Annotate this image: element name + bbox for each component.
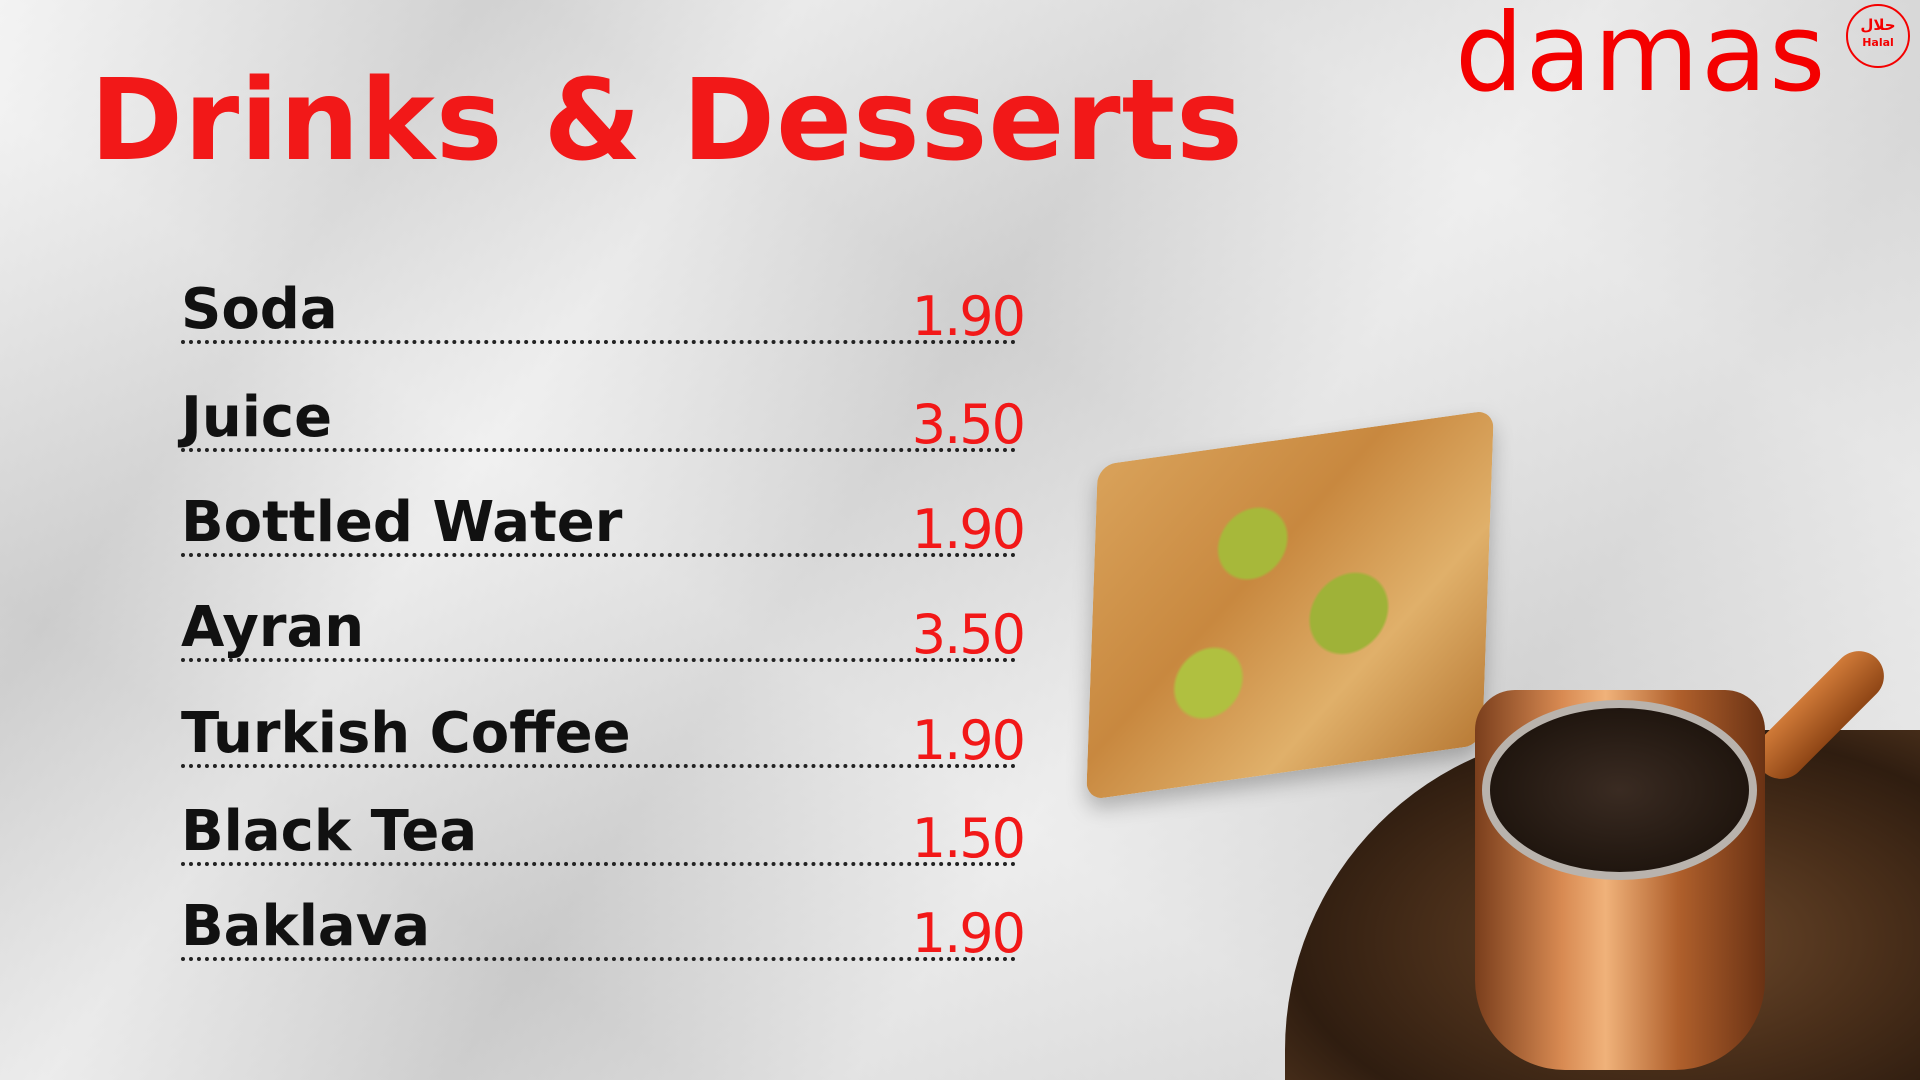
menu-item-name: Ayran bbox=[181, 595, 365, 660]
menu-item-price: 3.50 bbox=[911, 603, 1026, 666]
menu-item-name: Baklava bbox=[181, 894, 430, 959]
menu-item: Juice 3.50 bbox=[181, 378, 1026, 452]
menu-item-price: 1.90 bbox=[911, 498, 1026, 561]
page-title: Drinks & Desserts bbox=[90, 56, 1244, 186]
menu-item-price: 3.50 bbox=[911, 393, 1026, 456]
menu-item-price: 1.90 bbox=[911, 902, 1026, 965]
menu-item: Turkish Coffee 1.90 bbox=[181, 694, 1026, 768]
menu-item: Ayran 3.50 bbox=[181, 588, 1026, 662]
brand-logo: damas bbox=[1455, 0, 1828, 116]
menu-item-name: Bottled Water bbox=[181, 490, 623, 555]
menu-item: Soda 1.90 bbox=[181, 270, 1026, 344]
coffee-image bbox=[1482, 700, 1757, 880]
menu-item-price: 1.90 bbox=[911, 285, 1026, 348]
menu-item: Baklava 1.90 bbox=[181, 887, 1026, 961]
menu-item-price: 1.50 bbox=[911, 807, 1026, 870]
menu-item: Black Tea 1.50 bbox=[181, 792, 1026, 866]
halal-badge: حلال Halal bbox=[1846, 4, 1910, 68]
menu-item-name: Soda bbox=[181, 277, 338, 342]
halal-badge-label: Halal bbox=[1862, 36, 1894, 49]
menu-item-price: 1.90 bbox=[911, 709, 1026, 772]
menu-item-name: Juice bbox=[181, 385, 333, 450]
menu-item: Bottled Water 1.90 bbox=[181, 483, 1026, 557]
halal-badge-arabic: حلال bbox=[1860, 16, 1896, 34]
menu-item-name: Black Tea bbox=[181, 799, 478, 864]
baklava-image bbox=[1086, 409, 1494, 801]
menu-item-name: Turkish Coffee bbox=[181, 701, 631, 766]
